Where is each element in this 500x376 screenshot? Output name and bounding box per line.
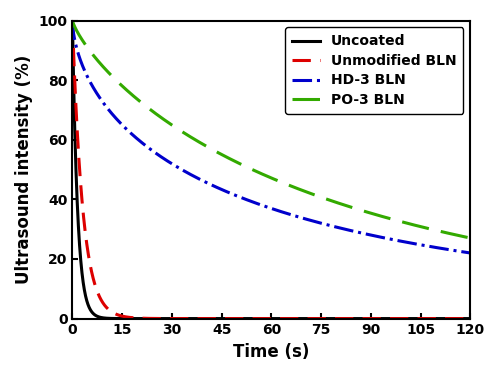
Uncoated — [468, 316, 473, 321]
Unmodified BLN — [70, 18, 75, 23]
Line: HD-3 BLN: HD-3 BLN — [72, 21, 470, 253]
Uncoated — [383, 316, 389, 321]
PO-3 BLN — [91, 53, 97, 58]
HD-3 BLN — [78, 60, 84, 65]
HD-3 BLN — [91, 86, 97, 91]
X-axis label: Time (s): Time (s) — [233, 343, 310, 361]
Line: PO-3 BLN: PO-3 BLN — [72, 21, 470, 238]
Unmodified BLN — [383, 316, 389, 321]
Uncoated — [252, 316, 258, 321]
HD-3 BLN — [397, 239, 403, 243]
PO-3 BLN — [70, 18, 75, 23]
HD-3 BLN — [217, 186, 223, 191]
Line: Unmodified BLN: Unmodified BLN — [72, 21, 470, 318]
Uncoated — [456, 316, 462, 321]
Unmodified BLN — [456, 316, 462, 321]
PO-3 BLN — [104, 70, 110, 74]
HD-3 BLN — [70, 18, 75, 23]
Unmodified BLN — [468, 316, 473, 321]
HD-3 BLN — [468, 251, 473, 255]
PO-3 BLN — [78, 36, 84, 41]
Unmodified BLN — [456, 316, 462, 321]
Uncoated — [70, 18, 75, 23]
Y-axis label: Ultrasound intensity (%): Ultrasound intensity (%) — [15, 55, 33, 284]
PO-3 BLN — [217, 152, 223, 156]
Uncoated — [90, 311, 96, 315]
Unmodified BLN — [263, 316, 269, 321]
Line: Uncoated: Uncoated — [72, 21, 470, 318]
HD-3 BLN — [308, 218, 314, 223]
HD-3 BLN — [104, 106, 110, 111]
PO-3 BLN — [397, 219, 403, 224]
Legend: Uncoated, Unmodified BLN, HD-3 BLN, PO-3 BLN: Uncoated, Unmodified BLN, HD-3 BLN, PO-3… — [285, 27, 464, 114]
PO-3 BLN — [468, 236, 473, 240]
PO-3 BLN — [308, 191, 314, 196]
Unmodified BLN — [252, 316, 258, 321]
Uncoated — [263, 316, 269, 321]
Unmodified BLN — [90, 274, 96, 279]
Uncoated — [456, 316, 462, 321]
